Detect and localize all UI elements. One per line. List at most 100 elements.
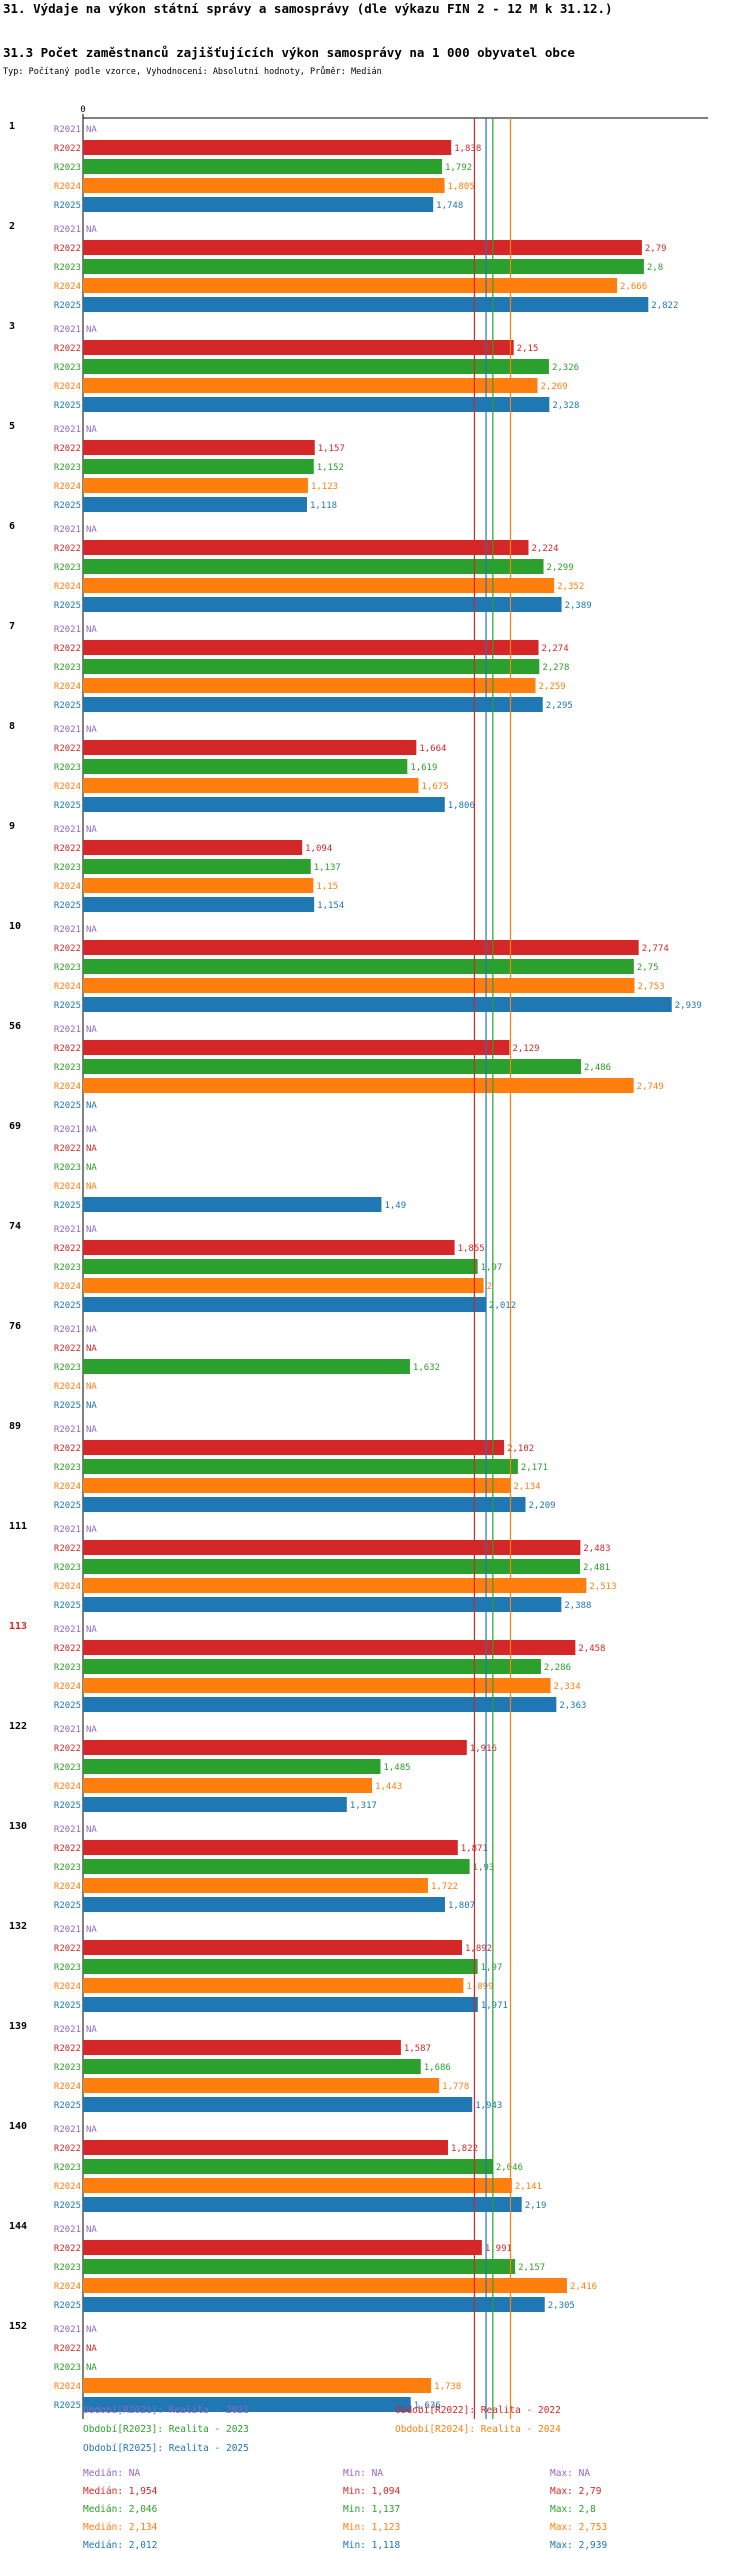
na-label: NA <box>86 1125 97 1135</box>
bar-r2024 <box>83 1978 464 1993</box>
category-label: 2 <box>9 221 15 232</box>
bar-value-label: 1,822 <box>451 2144 478 2154</box>
series-row-label: R2023 <box>54 263 81 273</box>
bar-value-label: 2,79 <box>645 244 667 254</box>
bar-r2022 <box>83 740 417 755</box>
bar-value-label: 1,15 <box>316 882 338 892</box>
bar-r2025 <box>83 1597 562 1612</box>
na-label: NA <box>86 1425 97 1435</box>
series-row-label: R2025 <box>54 1501 81 1511</box>
series-row-label: R2024 <box>54 582 81 592</box>
series-row-label: R2025 <box>54 801 81 811</box>
bar-r2024 <box>83 1878 428 1893</box>
series-row-label: R2022 <box>54 344 81 354</box>
series-row-label: R2022 <box>54 244 81 254</box>
bar-value-label: 2,416 <box>570 2282 597 2292</box>
bar-value-label: 1,838 <box>454 144 481 154</box>
bar-r2024 <box>83 1778 373 1793</box>
series-row-label: R2022 <box>54 1744 81 1754</box>
series-row-label: R2024 <box>54 1782 81 1792</box>
na-label: NA <box>86 725 97 735</box>
na-label: NA <box>86 2125 97 2135</box>
bar-r2023 <box>83 459 314 474</box>
series-row-label: R2024 <box>54 1882 81 1892</box>
bar-value-label: 2,352 <box>557 582 584 592</box>
series-row-label: R2023 <box>54 1163 81 1173</box>
series-row-label: R2025 <box>54 1901 81 1911</box>
stat-max-r2025: Max: 2,939 <box>550 2540 608 2551</box>
bar-value-label: 2,129 <box>512 1044 539 1054</box>
bar-value-label: 2,299 <box>547 563 574 573</box>
bar-value-label: 2,389 <box>565 601 592 611</box>
bar-r2023 <box>83 859 311 874</box>
series-row-label: R2022 <box>54 1844 81 1854</box>
bar-r2023 <box>83 759 408 774</box>
series-row-label: R2023 <box>54 1663 81 1673</box>
bar-value-label: 2,326 <box>552 363 579 373</box>
series-row-label: R2024 <box>54 2082 81 2092</box>
category-label: 8 <box>9 721 15 732</box>
na-label: NA <box>86 2025 97 2035</box>
category-label: 111 <box>9 1521 27 1532</box>
series-row-label: R2023 <box>54 163 81 173</box>
category-label: 122 <box>9 1721 27 1732</box>
bar-value-label: 1,157 <box>318 444 345 454</box>
bar-value-label: 2,753 <box>637 982 664 992</box>
bar-value-label: 1,943 <box>475 2101 502 2111</box>
category-label: 130 <box>9 1821 27 1832</box>
series-row-label: R2021 <box>54 125 81 135</box>
series-row-label: R2024 <box>54 982 81 992</box>
series-row-label: R2021 <box>54 425 81 435</box>
series-row-label: R2021 <box>54 1225 81 1235</box>
series-row-label: R2023 <box>54 1063 81 1073</box>
na-label: NA <box>86 125 97 135</box>
bar-r2022 <box>83 240 642 255</box>
bar-value-label: 1,152 <box>317 463 344 473</box>
category-label: 5 <box>9 421 15 432</box>
bar-r2024 <box>83 578 555 593</box>
bar-r2022 <box>83 1940 463 1955</box>
bar-r2022 <box>83 540 529 555</box>
series-row-label: R2023 <box>54 763 81 773</box>
bar-r2024 <box>83 878 314 893</box>
series-row-label: R2023 <box>54 2163 81 2173</box>
series-row-label: R2022 <box>54 1244 81 1254</box>
bar-r2023 <box>83 359 549 374</box>
bar-r2025 <box>83 797 445 812</box>
series-row-label: R2022 <box>54 544 81 554</box>
bar-value-label: 1,632 <box>413 1363 440 1373</box>
series-row-label: R2021 <box>54 1725 81 1735</box>
series-row-label: R2023 <box>54 463 81 473</box>
series-row-label: R2022 <box>54 2144 81 2154</box>
bar-value-label: 1,93 <box>473 1863 495 1873</box>
series-row-label: R2023 <box>54 363 81 373</box>
category-label: 140 <box>9 2121 27 2132</box>
na-label: NA <box>86 325 97 335</box>
series-row-label: R2021 <box>54 1125 81 1135</box>
series-row-label: R2024 <box>54 2382 81 2392</box>
series-row-label: R2022 <box>54 444 81 454</box>
category-label: 144 <box>9 2221 27 2232</box>
stat-min-r2025: Min: 1,118 <box>343 2540 401 2551</box>
series-row-label: R2025 <box>54 701 81 711</box>
bar-value-label: 2,666 <box>620 282 647 292</box>
series-row-label: R2025 <box>54 1601 81 1611</box>
bar-value-label: 2 <box>487 1282 492 1292</box>
category-label: 3 <box>9 321 15 332</box>
bar-r2022 <box>83 640 539 655</box>
bar-r2023 <box>83 1859 470 1874</box>
series-row-label: R2023 <box>54 1763 81 1773</box>
series-row-label: R2025 <box>54 2301 81 2311</box>
series-row-label: R2021 <box>54 2125 81 2135</box>
bar-r2022 <box>83 940 639 955</box>
series-row-label: R2023 <box>54 1563 81 1573</box>
na-label: NA <box>86 2325 97 2335</box>
bar-value-label: 1,971 <box>481 2001 508 2011</box>
bar-value-label: 1,738 <box>434 2382 461 2392</box>
bar-value-label: 2,209 <box>529 1501 556 1511</box>
bar-value-label: 1,094 <box>305 844 332 854</box>
bar-value-label: 2,8 <box>647 263 663 273</box>
series-row-label: R2022 <box>54 1944 81 1954</box>
category-label: 69 <box>9 1121 21 1132</box>
bar-value-label: 1,916 <box>470 1744 497 1754</box>
